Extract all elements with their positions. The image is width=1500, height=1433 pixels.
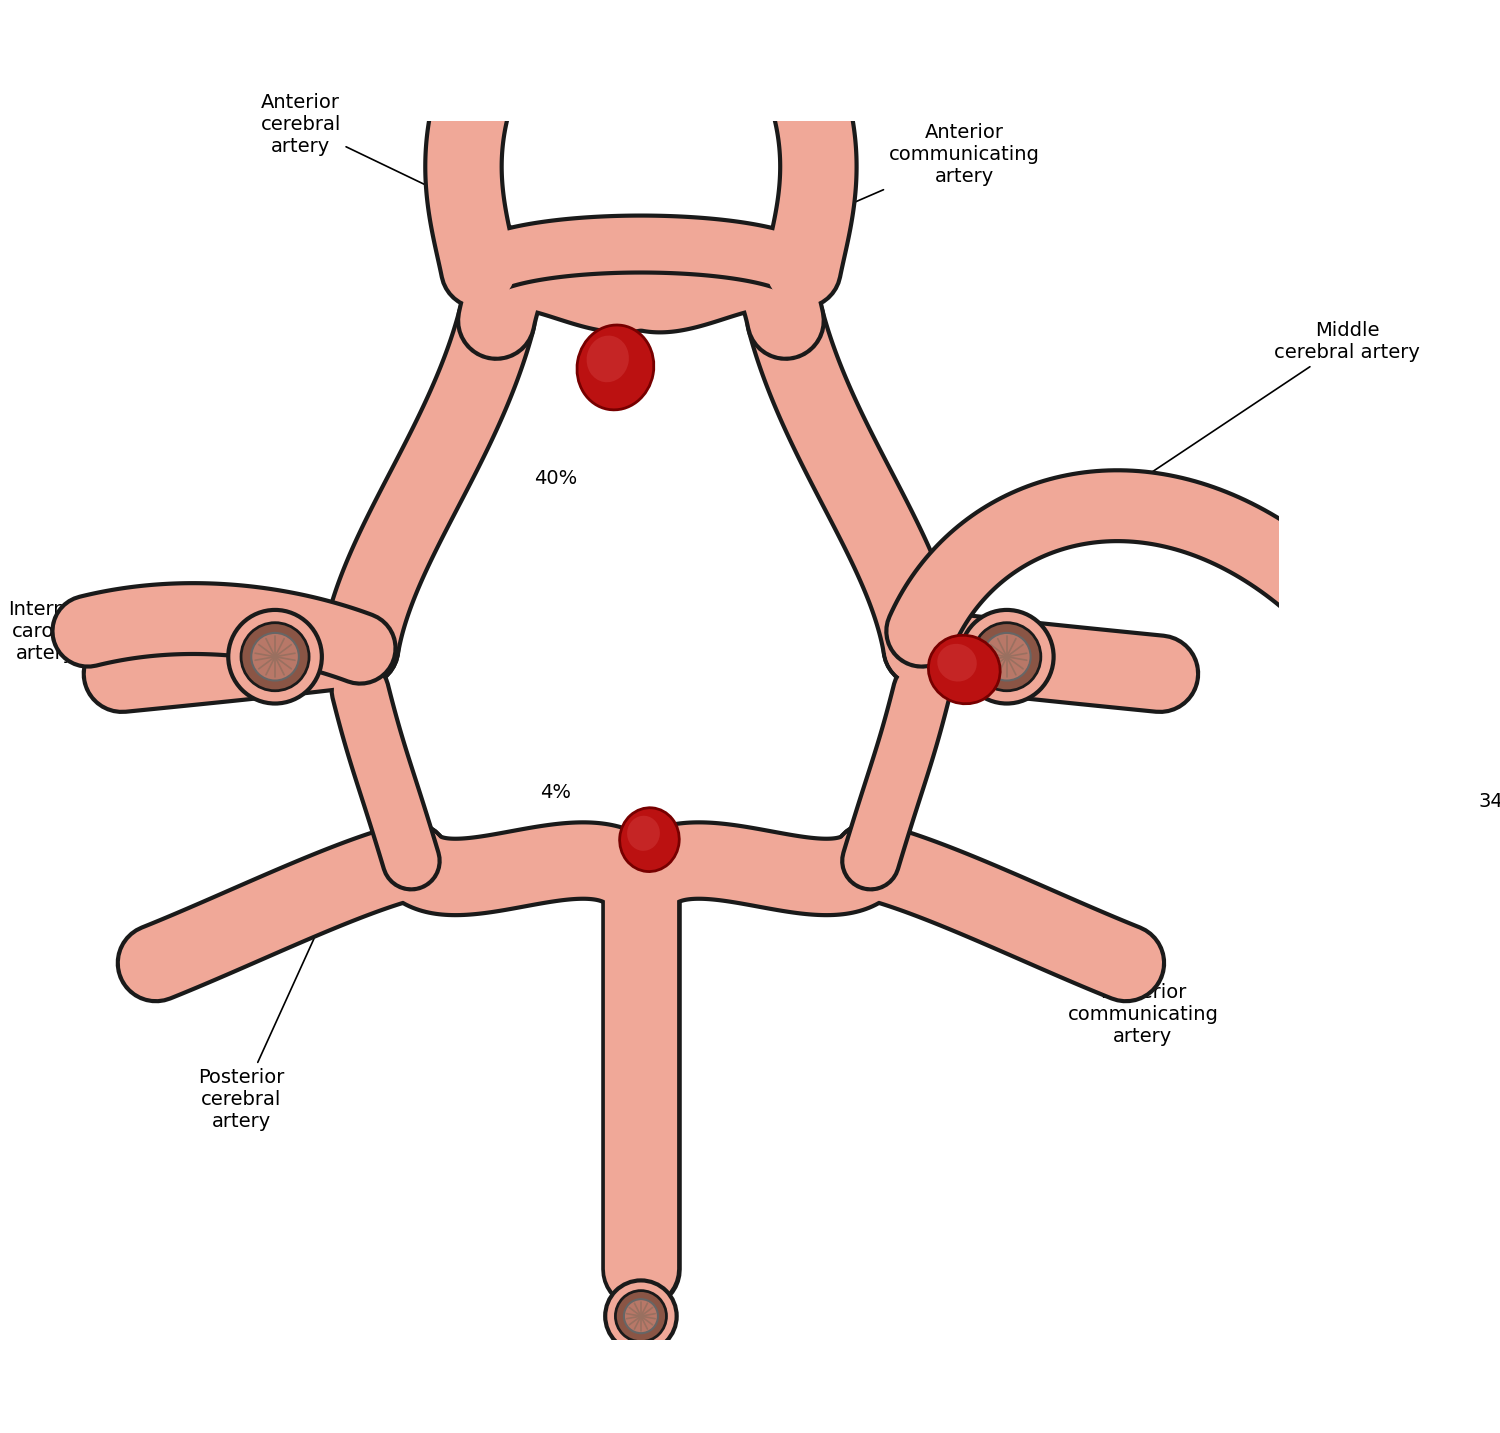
Circle shape: [228, 610, 322, 704]
Text: Internal
carotid
artery: Internal carotid artery: [8, 599, 315, 662]
Text: 20%: 20%: [1044, 665, 1088, 684]
Text: Anterior
communicating
artery: Anterior communicating artery: [711, 123, 1040, 264]
Circle shape: [242, 623, 309, 691]
Ellipse shape: [620, 808, 680, 871]
Text: 40%: 40%: [534, 469, 578, 487]
Circle shape: [982, 633, 1030, 681]
Text: Posterior
cerebral
artery: Posterior cerebral artery: [198, 914, 326, 1131]
Ellipse shape: [1377, 751, 1414, 794]
Ellipse shape: [1368, 742, 1437, 818]
Text: Middle
cerebral artery: Middle cerebral artery: [1146, 321, 1420, 477]
Circle shape: [251, 633, 298, 681]
Circle shape: [615, 1291, 666, 1341]
Ellipse shape: [627, 815, 660, 851]
Text: Posterior
communicating
artery: Posterior communicating artery: [940, 888, 1218, 1046]
Ellipse shape: [928, 635, 1000, 704]
Text: Anterior
cerebral
artery: Anterior cerebral artery: [261, 93, 512, 226]
Ellipse shape: [938, 643, 976, 682]
Circle shape: [624, 1300, 658, 1333]
Circle shape: [960, 610, 1053, 704]
Circle shape: [604, 1281, 676, 1351]
Ellipse shape: [578, 325, 654, 410]
Text: 4%: 4%: [540, 784, 572, 802]
Text: 34%: 34%: [1479, 792, 1500, 811]
Ellipse shape: [586, 335, 628, 383]
Circle shape: [974, 623, 1041, 691]
